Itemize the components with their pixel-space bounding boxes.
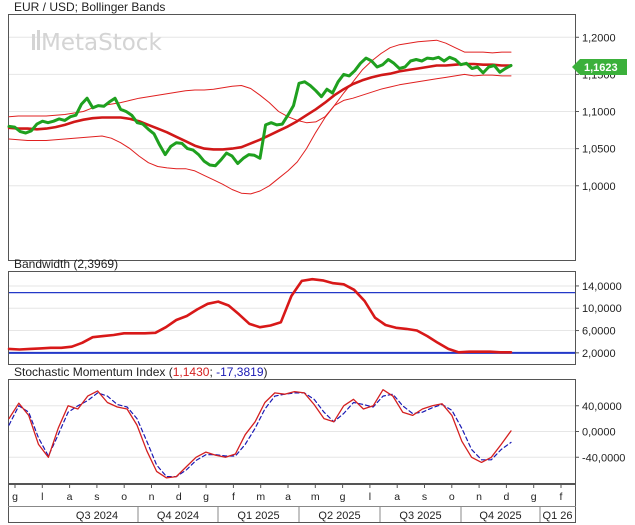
bandwidth-y-tick-label: 2,0000: [582, 348, 616, 360]
month-label: l: [41, 491, 43, 503]
watermark-text: MetaStock: [41, 30, 162, 56]
month-label: l: [369, 491, 371, 503]
price-line: [7, 55, 513, 168]
smi-y-tick-label: 40,0000: [582, 401, 622, 413]
month-label: d: [503, 491, 509, 503]
month-label: n: [476, 491, 482, 503]
price-panel-frame: [8, 14, 576, 261]
month-label: s: [422, 491, 427, 503]
smi-signal-legend-value: -17,3819: [216, 365, 264, 379]
month-label: f: [560, 491, 563, 503]
grid-layer: [9, 36, 575, 458]
last-value-badge: 1,1623: [572, 59, 627, 75]
price-y-tick-label: 1,0500: [582, 144, 616, 156]
month-label: g: [531, 491, 537, 503]
quarter-label: Q2 2025: [318, 510, 360, 522]
price-y-tick-label: 1,2000: [582, 32, 616, 44]
quarter-label: Q3 2024: [76, 510, 118, 522]
bandwidth-panel-frame: [8, 271, 576, 365]
price-chart-title: EUR / USD; Bollinger Bands: [14, 0, 165, 14]
month-label: g: [340, 491, 346, 503]
month-label: g: [203, 491, 209, 503]
smi-legend-value: 1,1430: [173, 365, 210, 379]
smi-signal-line: [8, 392, 512, 478]
bandwidth-line: [7, 277, 513, 354]
month-label: a: [394, 491, 400, 503]
price-y-tick-label: 1,1000: [582, 107, 616, 119]
month-label: o: [121, 491, 127, 503]
bandwidth-y-tick-label: 10,0000: [582, 303, 622, 315]
smi-title: Stochastic Momentum Index (1,1430; -17,3…: [14, 365, 268, 379]
month-label: n: [149, 491, 155, 503]
smi-y-tick-label: 0,0000: [582, 427, 616, 439]
quarter-label: Q1 2025: [237, 510, 279, 522]
series-layer: [7, 39, 575, 479]
month-label: f: [232, 491, 235, 503]
smi-line: [8, 389, 512, 479]
month-label: d: [176, 491, 182, 503]
lower-band-line: [8, 73, 512, 195]
month-label: o: [449, 491, 455, 503]
month-label: g: [12, 491, 18, 503]
bandwidth-y-tick-label: 14,0000: [582, 281, 622, 293]
month-label: a: [285, 491, 291, 503]
month-label: a: [67, 491, 73, 503]
quarter-label: Q4 2024: [157, 510, 199, 522]
quarter-label: Q1 26: [543, 510, 573, 522]
smi-y-tick-label: -40,0000: [582, 452, 625, 464]
month-label: s: [94, 491, 99, 503]
last-value-text: 1,1623: [584, 62, 618, 74]
bandwidth-title: Bandwidth (2,3969): [14, 257, 118, 271]
month-label: m: [256, 491, 265, 503]
axis-layer: 1,20001,15001,10001,05001,000014,000010,…: [12, 32, 625, 522]
middle-band-line: [7, 62, 513, 151]
month-label: m: [311, 491, 320, 503]
price-y-tick-label: 1,0000: [582, 181, 616, 193]
quarter-label: Q4 2025: [479, 510, 521, 522]
watermark: MetaStock: [32, 30, 162, 56]
x-axis-frame: [8, 484, 576, 523]
quarter-label: Q3 2025: [399, 510, 441, 522]
bandwidth-y-tick-label: 6,0000: [582, 326, 616, 338]
smi-title-label: Stochastic Momentum Index: [14, 365, 165, 379]
